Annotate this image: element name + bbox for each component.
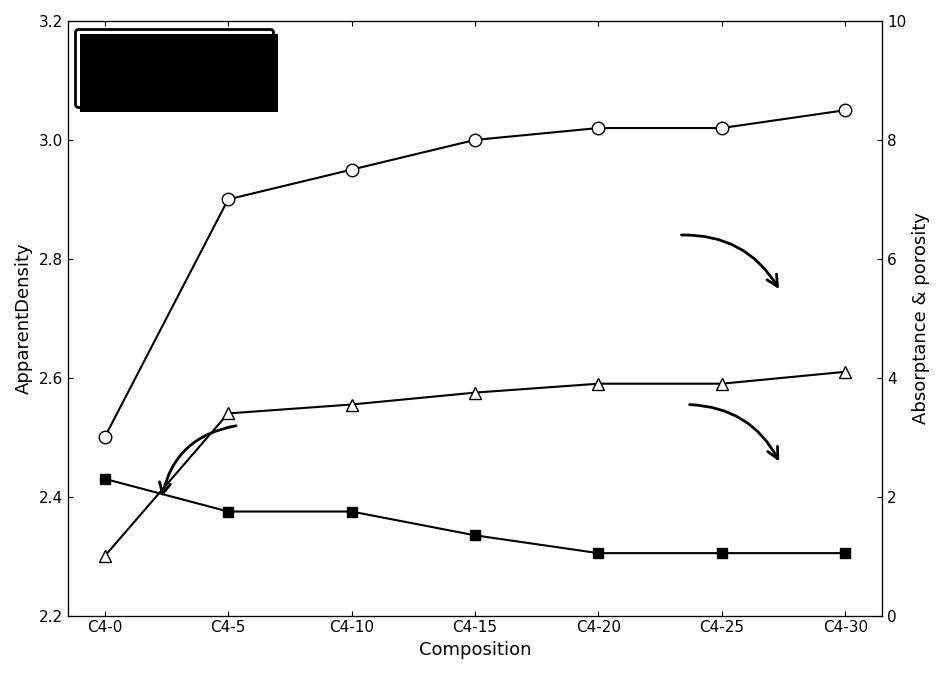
- Y-axis label: ApparentDensity: ApparentDensity: [15, 243, 33, 394]
- Absorptance: [839, 368, 851, 376]
- ApparentDensity: [99, 474, 110, 483]
- ApparentDensity: [222, 508, 233, 516]
- ApparentDensity: [716, 549, 727, 557]
- Absorptance: [99, 552, 110, 560]
- X-axis label: Composition: Composition: [418, 641, 531, 659]
- Porosity: [469, 136, 480, 144]
- Porosity: [839, 106, 851, 114]
- Absorptance: [592, 379, 603, 388]
- Line: ApparentDensity: ApparentDensity: [100, 474, 850, 558]
- Legend: ApparentDensity, Absorptance, Porosity: ApparentDensity, Absorptance, Porosity: [76, 28, 272, 107]
- Line: Absorptance: Absorptance: [98, 365, 851, 562]
- Absorptance: [716, 379, 727, 388]
- ApparentDensity: [346, 508, 357, 516]
- ApparentDensity: [592, 549, 603, 557]
- Porosity: [346, 166, 357, 174]
- Porosity: [716, 124, 727, 132]
- Absorptance: [222, 409, 233, 417]
- Absorptance: [346, 400, 357, 408]
- Porosity: [222, 195, 233, 204]
- Absorptance: [469, 389, 480, 397]
- Porosity: [99, 433, 110, 441]
- Y-axis label: Absorptance & porosity: Absorptance & porosity: [911, 212, 929, 425]
- ApparentDensity: [839, 549, 851, 557]
- Line: Porosity: Porosity: [98, 104, 851, 443]
- Porosity: [592, 124, 603, 132]
- ApparentDensity: [469, 531, 480, 539]
